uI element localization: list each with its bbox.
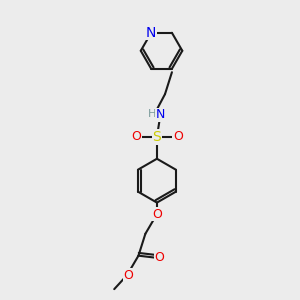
Text: N: N [156, 108, 165, 122]
Text: N: N [146, 26, 156, 40]
Text: S: S [152, 130, 161, 144]
Text: O: O [152, 208, 162, 220]
Text: O: O [154, 251, 164, 265]
Text: H: H [148, 109, 157, 119]
Text: O: O [123, 269, 133, 282]
Text: O: O [131, 130, 141, 143]
Text: O: O [173, 130, 183, 143]
